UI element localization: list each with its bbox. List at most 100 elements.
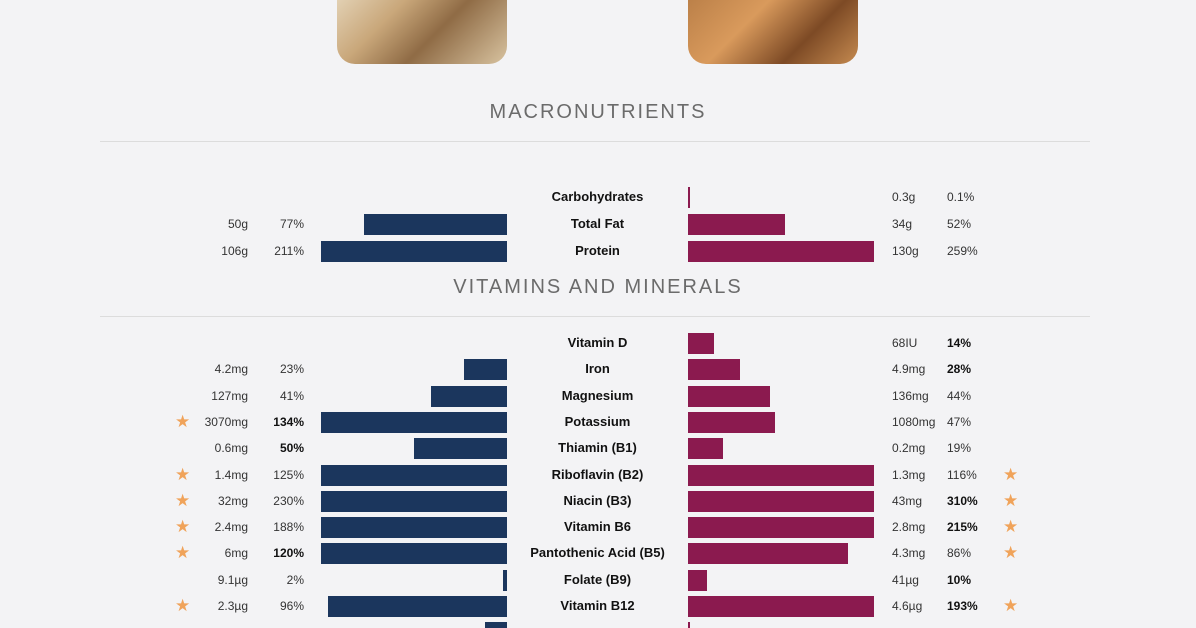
star-icon: ★	[1003, 517, 1019, 537]
right-amount: 0.3g	[892, 190, 916, 204]
nutrient-row: Total Fat 50g 77% 34g 52%	[0, 213, 1196, 237]
right-percent: 52%	[947, 217, 972, 231]
right-bar	[688, 333, 715, 354]
nutrient-row: Iron 4.2mg 23% 4.9mg 28%	[0, 358, 1196, 382]
nutrient-row: Folate (B9) 9.1µg 2% 41µg 10%	[0, 569, 1196, 593]
right-bar	[688, 490, 874, 512]
left-amount: 106g	[221, 244, 248, 258]
nutrient-row: Magnesium 127mg 41% 136mg 44%	[0, 385, 1196, 409]
left-bar	[321, 517, 507, 539]
nutrient-row	[0, 621, 1196, 628]
left-bar	[321, 241, 507, 262]
right-bar	[688, 569, 707, 591]
right-percent: 28%	[947, 362, 972, 377]
nutrient-label: Vitamin B12	[560, 598, 635, 613]
left-amount: 2.3µg	[217, 599, 248, 613]
right-bar	[688, 438, 724, 460]
right-bar	[688, 464, 874, 486]
star-icon: ★	[175, 411, 191, 431]
left-amount: 32mg	[217, 493, 248, 508]
right-amount: 130g	[892, 244, 919, 258]
right-bar	[688, 214, 785, 235]
right-amount: 41µg	[892, 572, 919, 587]
left-bar	[464, 359, 507, 381]
right-percent: 47%	[947, 414, 972, 429]
left-amount: 3070mg	[204, 414, 248, 429]
right-amount: 68IU	[892, 336, 918, 350]
left-bar	[321, 490, 507, 512]
right-bar	[688, 241, 874, 262]
nutrient-row: Vitamin B12 2.3µg 96% 4.6µg 193% ★ ★	[0, 595, 1196, 619]
left-bar	[328, 596, 507, 617]
left-percent: 134%	[273, 414, 304, 429]
right-percent: 310%	[947, 493, 978, 508]
right-bar	[688, 543, 848, 565]
star-icon: ★	[1003, 543, 1019, 563]
nutrient-label: Total Fat	[570, 216, 625, 231]
right-bar	[688, 517, 874, 539]
right-amount: 4.3mg	[892, 546, 926, 561]
left-bar	[414, 438, 507, 460]
star-icon: ★	[175, 596, 191, 615]
right-percent: 0.1%	[947, 190, 975, 204]
right-bar	[688, 359, 741, 381]
food-photo-right	[688, 0, 858, 64]
nutrient-row: Thiamin (B1) 0.6mg 50% 0.2mg 19%	[0, 437, 1196, 461]
vitamins-title: VITAMINS AND MINERALS	[453, 276, 743, 298]
nutrient-label: Thiamin (B1)	[558, 440, 637, 456]
left-percent: 2%	[286, 572, 304, 587]
nutrient-row: Potassium 3070mg 134% 1080mg 47% ★	[0, 411, 1196, 435]
left-amount: 50g	[227, 217, 248, 231]
right-percent: 116%	[947, 467, 977, 482]
right-bar	[688, 411, 776, 433]
star-icon: ★	[175, 464, 191, 484]
right-amount: 1.3mg	[892, 467, 926, 482]
left-amount: 127mg	[211, 388, 248, 403]
nutrient-label: Potassium	[564, 413, 631, 429]
right-bar	[688, 385, 770, 407]
nutrient-row: Niacin (B3) 32mg 230% 43mg 310% ★ ★	[0, 490, 1196, 514]
left-bar	[321, 411, 507, 433]
right-percent: 215%	[947, 520, 978, 535]
left-bar	[430, 385, 507, 407]
left-percent: 96%	[279, 599, 304, 613]
macronutrients-title: MACRONUTRIENTS	[489, 101, 707, 123]
right-amount: 4.9mg	[892, 362, 926, 377]
nutrient-row: Protein 106g 211% 130g 259%	[0, 240, 1196, 264]
left-percent: 120%	[273, 546, 304, 561]
nutrient-label: Magnesium	[561, 387, 634, 403]
right-percent: 44%	[947, 388, 972, 403]
right-amount: 136mg	[892, 388, 929, 403]
left-percent: 41%	[279, 388, 304, 403]
right-amount: 43mg	[892, 493, 923, 508]
right-percent: 14%	[947, 336, 972, 350]
left-bar	[503, 569, 507, 591]
left-percent: 77%	[279, 217, 304, 231]
right-amount: 0.2mg	[892, 441, 926, 456]
left-percent: 23%	[279, 362, 304, 377]
nutrient-label: Pantothenic Acid (B5)	[530, 545, 665, 561]
nutrient-label: Riboflavin (B2)	[551, 466, 644, 482]
left-amount: 9.1µg	[217, 572, 248, 587]
right-bar	[688, 596, 874, 617]
left-amount: 2.4mg	[214, 520, 248, 535]
food-photo-left	[337, 0, 507, 64]
nutrient-row: Pantothenic Acid (B5) 6mg 120% 4.3mg 86% ★ ★	[0, 542, 1196, 566]
nutrient-row: Vitamin B6 2.4mg 188% 2.8mg 215% ★ ★	[0, 516, 1196, 540]
right-amount: 34g	[892, 217, 913, 231]
left-bar	[363, 214, 507, 235]
right-percent: 259%	[947, 244, 978, 258]
nutrient-label: Protein	[575, 243, 620, 258]
star-icon: ★	[175, 490, 191, 510]
right-amount: 2.8mg	[892, 520, 926, 535]
macronutrients-divider	[100, 141, 1090, 142]
right-percent: 193%	[947, 599, 978, 613]
left-bar	[484, 622, 507, 628]
nutrient-label: Vitamin B6	[564, 519, 631, 535]
star-icon: ★	[175, 543, 191, 563]
right-amount: 4.6µg	[892, 599, 923, 613]
left-percent: 125%	[273, 467, 304, 482]
nutrient-row: Riboflavin (B2) 1.4mg 125% 1.3mg 116% ★ ★	[0, 464, 1196, 488]
right-percent: 19%	[947, 441, 972, 456]
